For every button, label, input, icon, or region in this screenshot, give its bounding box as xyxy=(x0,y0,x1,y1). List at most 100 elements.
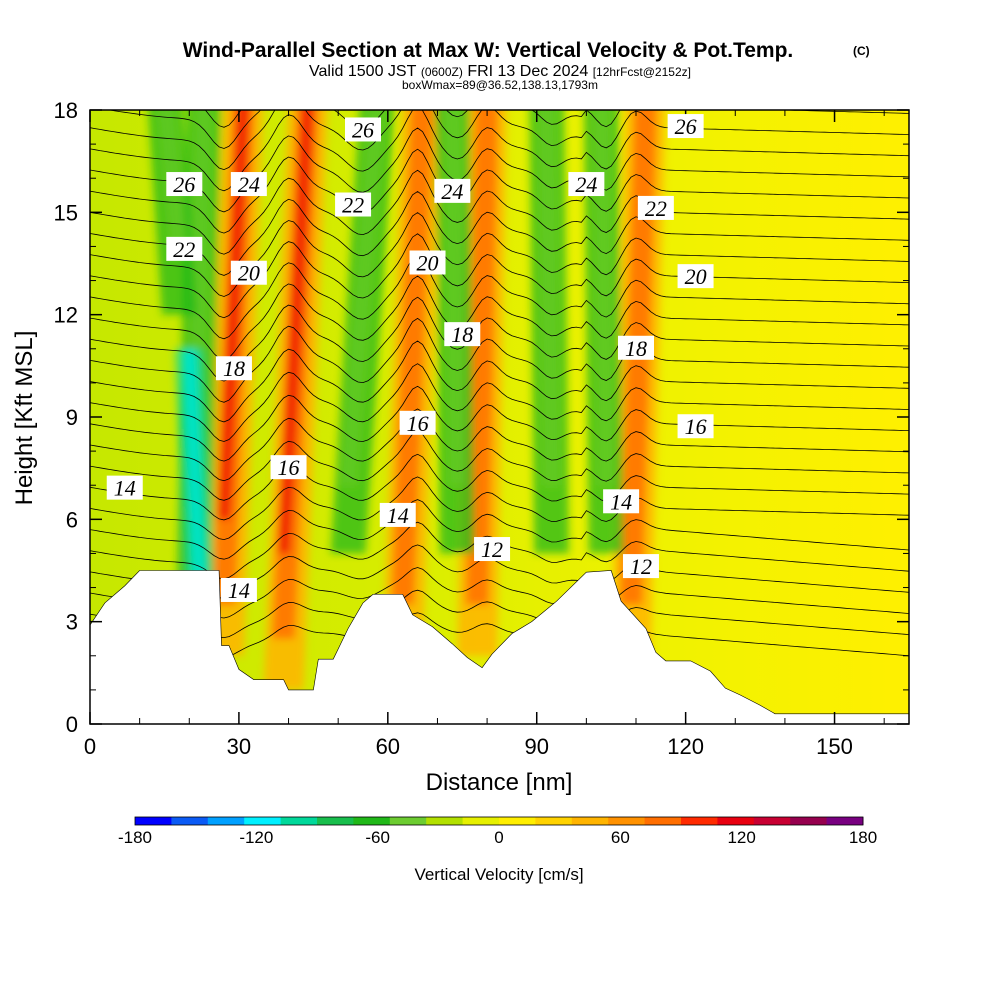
colorbar-swatch xyxy=(171,817,209,825)
contour-label-text: 18 xyxy=(223,356,245,381)
colorbar-tick-label: 0 xyxy=(494,828,503,847)
colorbar-swatch xyxy=(790,817,828,825)
x-tick-label: 120 xyxy=(667,734,704,759)
contour-label-box xyxy=(409,250,446,275)
y-tick-label: 18 xyxy=(54,98,78,123)
colorbar-tick-label: 120 xyxy=(727,828,755,847)
isentrope-line xyxy=(90,110,909,171)
plot-field xyxy=(90,110,909,724)
theta-contour-label: 14 xyxy=(379,502,416,528)
colorbar-swatch xyxy=(389,817,427,825)
contour-label-text: 26 xyxy=(352,117,374,142)
contour-label-box xyxy=(677,414,714,439)
contour-label-text: 22 xyxy=(173,237,195,262)
contour-label-text: 20 xyxy=(685,264,707,289)
isentrope-line xyxy=(90,499,909,560)
contour-label-box xyxy=(603,489,640,514)
isentrope-line xyxy=(90,589,909,639)
colorbar-tick-label: -120 xyxy=(239,828,273,847)
isentrope-line xyxy=(90,453,909,521)
theta-contour-label: 14 xyxy=(220,577,257,603)
contour-label-box xyxy=(230,260,267,285)
contour-label-box xyxy=(677,264,714,289)
theta-contour-label: 14 xyxy=(106,475,143,501)
contour-label-text: 18 xyxy=(625,336,647,361)
isentrope-line xyxy=(90,567,909,619)
y-tick-label: 9 xyxy=(66,405,78,430)
contour-label-text: 16 xyxy=(685,414,707,439)
x-tick-label: 60 xyxy=(376,734,400,759)
colorbar-frame xyxy=(134,816,864,826)
contour-label-box xyxy=(399,410,436,435)
contour-label-box xyxy=(215,356,252,381)
contour-label-box xyxy=(379,502,416,527)
contour-label-text: 14 xyxy=(228,578,250,603)
contour-label-box xyxy=(166,236,203,261)
theta-contour-label: 16 xyxy=(677,414,714,439)
colorbar-swatch xyxy=(571,817,609,825)
copyright-mark: (C) xyxy=(853,44,870,58)
theta-contour-label: 20 xyxy=(677,264,714,289)
theta-contour-label: 22 xyxy=(335,192,372,218)
forecast-info: [12hrFcst@2152z] xyxy=(593,65,691,79)
isentrope-line xyxy=(90,212,909,297)
contour-label-box xyxy=(345,117,381,142)
contour-label-box xyxy=(618,335,654,360)
contour-label-box xyxy=(230,172,267,197)
isentrope-line xyxy=(90,317,909,403)
theta-contour-label: 22 xyxy=(166,236,203,262)
contour-label-box xyxy=(667,114,704,139)
contour-label-box xyxy=(270,455,307,480)
contour-label-text: 12 xyxy=(481,537,503,562)
isentrope-line xyxy=(90,254,909,340)
contour-label-text: 16 xyxy=(278,455,300,480)
colorbar-tick-label: -180 xyxy=(118,828,152,847)
colorbar-swatch xyxy=(244,817,282,825)
valid-line: Valid 1500 JST (0600Z) FRI 13 Dec 2024 [… xyxy=(309,63,691,80)
contour-label-box xyxy=(622,554,659,579)
colorbar-swatch xyxy=(644,817,682,825)
theta-contour-label: 22 xyxy=(637,195,674,221)
contour-label-text: 14 xyxy=(114,476,136,501)
y-axis-label: Height [Kft MSL] xyxy=(11,331,38,506)
theta-contour-label: 18 xyxy=(444,322,481,347)
axis-ticks: 0 30 60 90 120 150 0 3 6 9 12 15 18 xyxy=(54,98,909,759)
contour-label-text: 20 xyxy=(417,251,439,276)
colorbar-swatch xyxy=(426,817,464,825)
contour-label-text: 22 xyxy=(645,196,667,221)
isentrope-line xyxy=(90,385,909,462)
contour-label-box xyxy=(220,577,257,602)
isentrope-line xyxy=(90,169,909,255)
contour-label-text: 12 xyxy=(630,554,652,579)
theta-contour-label: 20 xyxy=(409,250,446,276)
x-tick-label: 0 xyxy=(84,734,96,759)
y-tick-label: 15 xyxy=(54,200,78,225)
contour-label-box xyxy=(568,172,605,197)
contour-label-box xyxy=(106,475,143,500)
theta-contour-label: 16 xyxy=(270,455,307,480)
colorbar-swatch xyxy=(608,817,646,825)
chart-title: Wind-Parallel Section at Max W: Vertical… xyxy=(183,39,794,62)
downdraft-edge xyxy=(443,110,466,486)
contour-label-text: 18 xyxy=(451,322,473,347)
x-tick-label: 150 xyxy=(816,734,853,759)
colorbar-swatch xyxy=(535,817,573,825)
contour-label-text: 22 xyxy=(342,193,364,218)
valid-zulu: (0600Z) xyxy=(421,65,463,79)
contour-label-box xyxy=(434,178,471,203)
contour-label-box xyxy=(474,537,511,562)
theta-contour-label: 24 xyxy=(230,172,267,197)
isentrope-line xyxy=(90,340,909,423)
isentrope-line xyxy=(107,110,909,149)
contour-label-text: 14 xyxy=(387,503,409,528)
terrain xyxy=(90,570,909,724)
colorbar-swatch xyxy=(280,817,318,825)
x-tick-label: 30 xyxy=(227,734,251,759)
downdraft-edge xyxy=(592,110,615,486)
colorbar-swatch xyxy=(826,817,864,825)
contour-label-text: 24 xyxy=(575,172,597,197)
valid-date: FRI 13 Dec 2024 xyxy=(467,63,588,80)
contour-label-text: 16 xyxy=(407,411,429,436)
theta-contour-label: 12 xyxy=(622,554,659,579)
